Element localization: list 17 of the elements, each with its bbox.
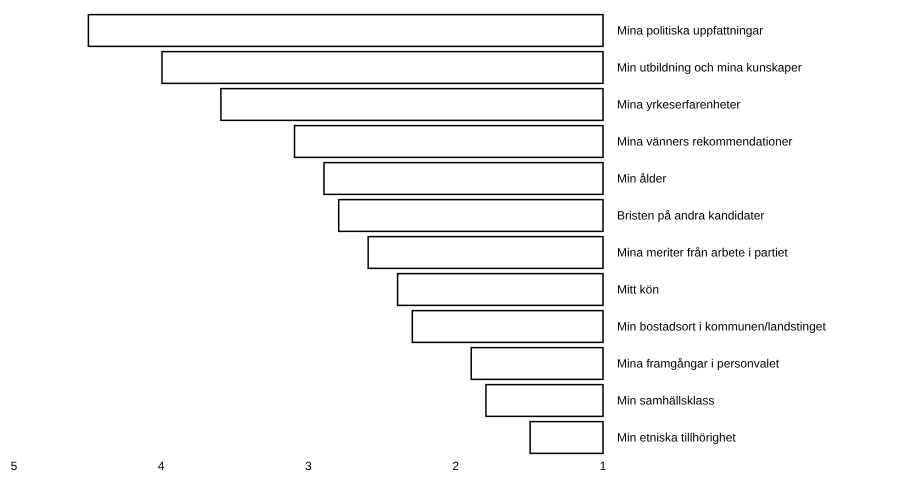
y-tick-label: Mina meriter från arbete i partiet (617, 246, 788, 260)
y-tick-label: Bristen på andra kandidater (617, 208, 764, 222)
y-tick-label: Min bostadsort i kommunen/landstinget (617, 320, 826, 334)
y-tick-label: Min ålder (617, 172, 666, 186)
y-tick-label: Mina politiska uppfattningar (617, 24, 764, 38)
y-tick-label: Mitt kön (617, 282, 660, 296)
y-tick-label: Min etniska tillhörighet (617, 430, 736, 444)
x-tick-label: 4 (158, 459, 165, 473)
y-tick-label: Min utbildning och mina kunskaper (617, 60, 802, 74)
y-tick-label: Mina framgångar i personvalet (617, 356, 780, 370)
y-tick-label: Mina yrkeserfarenheter (617, 98, 740, 112)
x-tick-label: 5 (10, 459, 18, 473)
x-tick-label: 3 (305, 459, 312, 473)
y-tick-label: Mina vänners rekommendationer (617, 134, 792, 148)
y-tick-label: Min samhällsklass (617, 394, 714, 408)
x-tick-label: 1 (600, 459, 607, 473)
x-tick-label: 2 (452, 459, 460, 473)
